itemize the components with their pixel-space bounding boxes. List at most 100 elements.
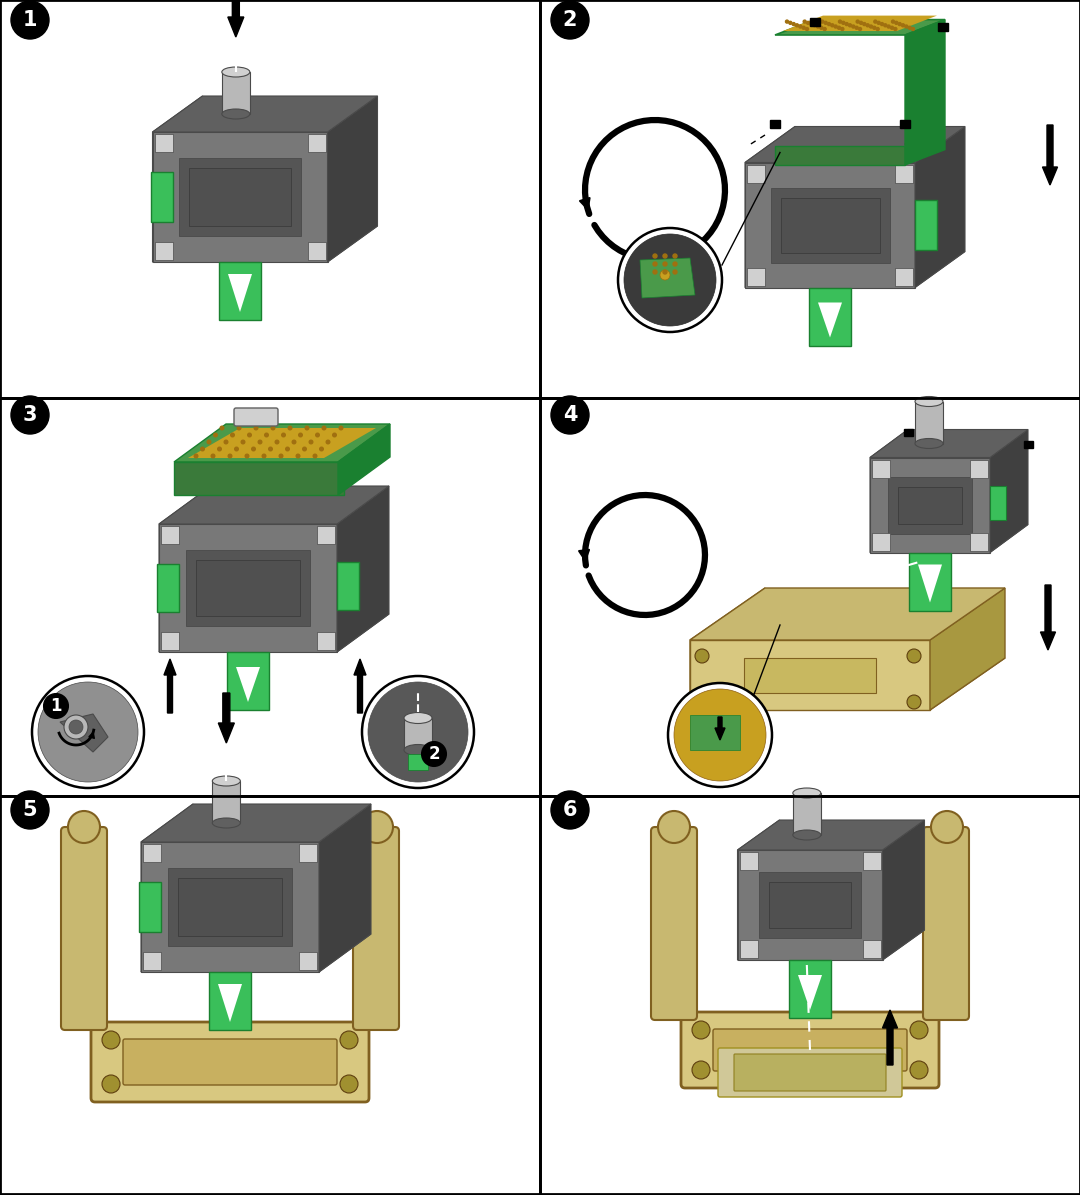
Circle shape — [855, 26, 859, 29]
Circle shape — [827, 23, 831, 25]
Bar — [872, 460, 890, 478]
Bar — [904, 429, 913, 435]
Circle shape — [320, 447, 323, 451]
Bar — [154, 243, 173, 261]
Circle shape — [258, 440, 261, 443]
Polygon shape — [174, 424, 390, 462]
Polygon shape — [690, 588, 1005, 641]
Bar — [178, 878, 282, 936]
Circle shape — [799, 25, 801, 27]
Bar — [810, 18, 820, 25]
FancyArrow shape — [715, 717, 725, 740]
Bar — [161, 526, 179, 544]
Ellipse shape — [213, 776, 241, 786]
Circle shape — [669, 684, 772, 788]
Circle shape — [340, 1076, 357, 1093]
Bar — [747, 165, 765, 183]
Circle shape — [326, 440, 329, 443]
Circle shape — [841, 27, 843, 31]
Circle shape — [214, 434, 217, 437]
Circle shape — [891, 20, 894, 23]
Polygon shape — [818, 302, 842, 337]
Circle shape — [302, 447, 307, 451]
Circle shape — [821, 20, 824, 23]
Circle shape — [11, 1, 49, 39]
Circle shape — [102, 1031, 120, 1049]
Polygon shape — [738, 820, 780, 960]
Polygon shape — [152, 96, 378, 131]
Polygon shape — [141, 804, 372, 842]
Bar — [161, 632, 179, 650]
Polygon shape — [783, 16, 937, 31]
Circle shape — [299, 434, 302, 437]
Polygon shape — [152, 226, 378, 262]
Circle shape — [201, 447, 204, 451]
Ellipse shape — [793, 788, 821, 798]
FancyBboxPatch shape — [681, 1012, 939, 1087]
Polygon shape — [141, 804, 193, 972]
Bar — [690, 641, 930, 710]
Circle shape — [271, 427, 274, 430]
Circle shape — [11, 396, 49, 434]
Bar — [159, 523, 337, 652]
Circle shape — [269, 447, 272, 451]
Bar — [308, 134, 325, 152]
FancyBboxPatch shape — [60, 827, 107, 1030]
Circle shape — [339, 427, 342, 430]
Circle shape — [309, 440, 313, 443]
Polygon shape — [159, 614, 389, 652]
Circle shape — [837, 26, 840, 29]
Bar — [939, 23, 948, 31]
Polygon shape — [228, 274, 252, 312]
Text: 6: 6 — [563, 799, 577, 820]
Bar — [770, 120, 780, 128]
Bar — [213, 782, 241, 823]
Circle shape — [64, 715, 87, 739]
Bar — [139, 882, 161, 932]
Bar — [888, 477, 972, 533]
Bar — [990, 486, 1005, 520]
Circle shape — [306, 427, 309, 430]
Polygon shape — [745, 127, 966, 163]
Text: 2: 2 — [428, 744, 440, 762]
Bar — [219, 262, 261, 320]
Polygon shape — [690, 715, 740, 750]
Circle shape — [824, 22, 827, 24]
Polygon shape — [870, 429, 908, 552]
Bar — [895, 268, 913, 286]
Bar — [909, 552, 951, 611]
Bar — [915, 402, 943, 443]
FancyBboxPatch shape — [923, 827, 969, 1021]
Bar — [740, 852, 757, 870]
Circle shape — [696, 649, 708, 663]
Polygon shape — [905, 19, 945, 165]
Ellipse shape — [404, 744, 432, 755]
Bar — [540, 398, 1080, 796]
Bar — [0, 398, 540, 796]
Circle shape — [315, 434, 320, 437]
Bar — [970, 460, 988, 478]
Circle shape — [333, 434, 336, 437]
Circle shape — [806, 27, 809, 31]
Circle shape — [663, 270, 667, 274]
Circle shape — [653, 255, 657, 258]
Circle shape — [624, 234, 716, 326]
Circle shape — [228, 454, 232, 458]
Circle shape — [653, 262, 657, 266]
Polygon shape — [337, 486, 389, 652]
Bar — [167, 868, 293, 946]
Circle shape — [852, 25, 855, 27]
Circle shape — [296, 454, 300, 458]
Circle shape — [673, 270, 677, 274]
Circle shape — [823, 27, 826, 31]
Bar — [872, 533, 890, 551]
Circle shape — [11, 791, 49, 829]
Circle shape — [887, 25, 890, 27]
Circle shape — [362, 676, 474, 788]
Bar — [1024, 441, 1032, 447]
Circle shape — [247, 434, 252, 437]
Circle shape — [692, 1061, 710, 1079]
Circle shape — [218, 447, 221, 451]
Circle shape — [841, 22, 845, 24]
Bar — [318, 526, 335, 544]
